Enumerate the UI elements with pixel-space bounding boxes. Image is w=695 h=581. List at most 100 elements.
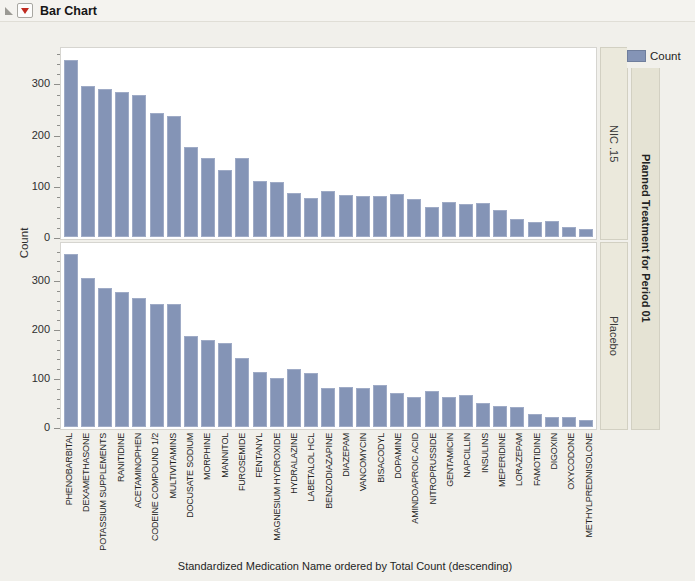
bar-phenobarbital[interactable] bbox=[64, 254, 78, 427]
bar-digoxin[interactable] bbox=[545, 221, 559, 237]
facet-label[interactable]: NIC .15 bbox=[608, 125, 620, 162]
bar-cell bbox=[457, 243, 474, 427]
y-tick-label: 300 bbox=[20, 274, 50, 286]
legend-swatch[interactable] bbox=[627, 50, 646, 62]
x-label-cell: AMINDOAPROIC ACID bbox=[407, 433, 424, 555]
facet-label[interactable]: Placebo bbox=[608, 316, 620, 356]
x-label-cell: LORAZEPAM bbox=[511, 433, 528, 555]
y-minor-tick bbox=[57, 207, 60, 208]
bar-insulins[interactable] bbox=[476, 203, 490, 237]
bar-ranitidine[interactable] bbox=[115, 92, 129, 237]
bar-acetaminophen[interactable] bbox=[132, 298, 146, 427]
bar-lorazepam[interactable] bbox=[510, 219, 524, 237]
bar-famotidine[interactable] bbox=[528, 222, 542, 237]
bar-furosemide[interactable] bbox=[235, 358, 249, 427]
bar-benzodiazapine[interactable] bbox=[321, 191, 335, 237]
bar-multivitamins[interactable] bbox=[167, 116, 181, 237]
bar-dexamethasone[interactable] bbox=[81, 278, 95, 427]
bar-meperidine[interactable] bbox=[493, 406, 507, 427]
bar-methylprednisolone[interactable] bbox=[579, 420, 593, 427]
bar-acetaminophen[interactable] bbox=[132, 95, 146, 237]
y-minor-tick bbox=[57, 156, 60, 157]
facet-group-title[interactable]: Planned Treatment for Period 01 bbox=[640, 154, 652, 323]
bar-cell bbox=[234, 48, 251, 237]
y-minor-tick bbox=[57, 350, 60, 351]
y-tick-label: 100 bbox=[20, 180, 50, 192]
bar-hydralazine[interactable] bbox=[287, 193, 301, 237]
bar-furosemide[interactable] bbox=[235, 158, 249, 237]
bar-codeine-compound-1-2[interactable] bbox=[150, 113, 164, 237]
bar-bisacodyl[interactable] bbox=[373, 196, 387, 237]
bar-potassium-supplements[interactable] bbox=[98, 288, 112, 427]
x-label-cell: INSULINS bbox=[476, 433, 493, 555]
bar-fentanyl[interactable] bbox=[253, 181, 267, 237]
x-label-cell: FENTANYL bbox=[251, 433, 268, 555]
bar-mannitol[interactable] bbox=[218, 170, 232, 237]
x-axis-labels: PHENOBARBITALDEXAMETHASONEPOTASSIUM SUPP… bbox=[60, 433, 597, 555]
bar-amindoaproic-acid[interactable] bbox=[407, 199, 421, 237]
bar-famotidine[interactable] bbox=[528, 414, 542, 427]
bar-diazepam[interactable] bbox=[339, 387, 353, 427]
bar-labetalol-hcl[interactable] bbox=[304, 373, 318, 427]
bar-mannitol[interactable] bbox=[218, 343, 232, 427]
bar-phenobarbital[interactable] bbox=[64, 60, 78, 237]
bar-oxycodone[interactable] bbox=[562, 417, 576, 427]
bar-nitroprusside[interactable] bbox=[425, 207, 439, 237]
bar-docusate-sodium[interactable] bbox=[184, 147, 198, 237]
report-menu-button[interactable] bbox=[17, 3, 33, 18]
y-minor-tick bbox=[57, 166, 60, 167]
disclosure-triangle-icon[interactable] bbox=[5, 7, 13, 15]
bar-dopamine[interactable] bbox=[390, 393, 404, 427]
bar-morphine[interactable] bbox=[201, 158, 215, 237]
x-label-cell: BENZODIAZAPINE bbox=[320, 433, 337, 555]
bar-gentamicin[interactable] bbox=[442, 397, 456, 427]
bar-vancomycin[interactable] bbox=[356, 388, 370, 427]
bar-napcillin[interactable] bbox=[459, 395, 473, 427]
bar-cell bbox=[114, 48, 131, 237]
bar-cell bbox=[440, 243, 457, 427]
bar-meperidine[interactable] bbox=[493, 210, 507, 237]
x-axis-label: AMINDOAPROIC ACID bbox=[410, 433, 420, 524]
bar-cell bbox=[440, 48, 457, 237]
bar-labetalol-hcl[interactable] bbox=[304, 198, 318, 237]
x-label-cell: FUROSEMIDE bbox=[233, 433, 250, 555]
bar-codeine-compound-1-2[interactable] bbox=[150, 304, 164, 427]
x-label-cell: MULTIVITAMINS bbox=[164, 433, 181, 555]
bar-bisacodyl[interactable] bbox=[373, 385, 387, 427]
bar-morphine[interactable] bbox=[201, 340, 215, 427]
bar-cell bbox=[389, 243, 406, 427]
bar-ranitidine[interactable] bbox=[115, 292, 129, 427]
bar-magnesium-hydroxide[interactable] bbox=[270, 182, 284, 237]
bar-gentamicin[interactable] bbox=[442, 202, 456, 237]
bar-vancomycin[interactable] bbox=[356, 196, 370, 237]
bar-magnesium-hydroxide[interactable] bbox=[270, 378, 284, 427]
bar-diazepam[interactable] bbox=[339, 195, 353, 237]
bar-oxycodone[interactable] bbox=[562, 227, 576, 237]
bar-lorazepam[interactable] bbox=[510, 407, 524, 427]
y-tick-label: 300 bbox=[20, 77, 50, 89]
bar-hydralazine[interactable] bbox=[287, 369, 301, 427]
x-axis-label: FUROSEMIDE bbox=[237, 433, 247, 491]
bar-benzodiazapine[interactable] bbox=[321, 388, 335, 427]
bar-insulins[interactable] bbox=[476, 403, 490, 427]
bar-dexamethasone[interactable] bbox=[81, 86, 95, 237]
bar-amindoaproic-acid[interactable] bbox=[407, 397, 421, 427]
x-axis-label: MANNITOL bbox=[220, 433, 230, 478]
x-axis-label: FENTANYL bbox=[254, 433, 264, 478]
bar-fentanyl[interactable] bbox=[253, 372, 267, 427]
x-axis-label: RANITIDINE bbox=[116, 433, 126, 482]
x-axis-label: NITROPRUSSIDE bbox=[428, 433, 438, 504]
bar-cell bbox=[560, 48, 577, 237]
bar-napcillin[interactable] bbox=[459, 204, 473, 237]
red-triangle-icon bbox=[21, 8, 29, 14]
bar-methylprednisolone[interactable] bbox=[579, 229, 593, 237]
bar-cell bbox=[492, 243, 509, 427]
bar-nitroprusside[interactable] bbox=[425, 391, 439, 427]
bar-digoxin[interactable] bbox=[545, 417, 559, 427]
bar-potassium-supplements[interactable] bbox=[98, 89, 112, 237]
bar-dopamine[interactable] bbox=[390, 194, 404, 237]
bar-multivitamins[interactable] bbox=[167, 304, 181, 427]
bar-docusate-sodium[interactable] bbox=[184, 336, 198, 427]
bar-cell bbox=[182, 243, 199, 427]
bar-cell bbox=[200, 48, 217, 237]
